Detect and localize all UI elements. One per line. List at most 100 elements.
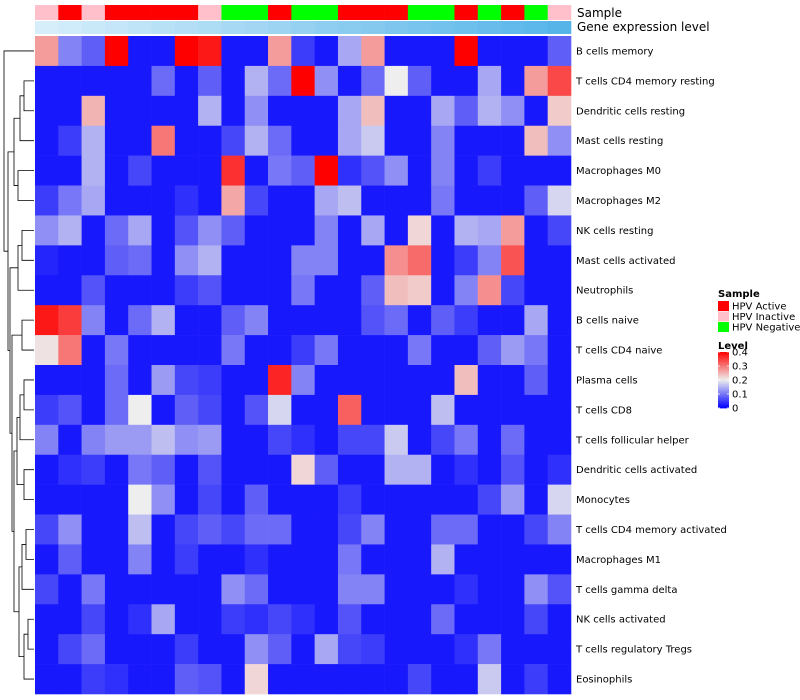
heatmap-cell — [174, 574, 199, 605]
heatmap-cell — [198, 634, 222, 665]
heatmap-cell — [268, 125, 292, 156]
heatmap-cell — [547, 215, 572, 246]
expression-annotation-cell — [128, 21, 152, 34]
heatmap-cell — [431, 424, 455, 456]
heatmap-cell — [431, 365, 455, 396]
expression-annotation-cell — [314, 21, 339, 34]
heatmap-cell — [431, 514, 455, 545]
heatmap-cell — [104, 155, 129, 186]
expression-annotation-cell — [407, 21, 432, 34]
heatmap-cell — [128, 36, 152, 67]
heatmap-cell — [244, 574, 269, 605]
heatmap-cell — [104, 514, 129, 545]
heatmap-cell — [454, 215, 479, 246]
heatmap-cell — [501, 65, 525, 97]
heatmap-cell — [547, 245, 572, 276]
expression-annotation-cell — [35, 21, 59, 34]
heatmap-cell — [454, 365, 479, 396]
heatmap-cell — [35, 245, 59, 276]
heatmap-cell — [454, 95, 479, 127]
heatmap-cell — [35, 155, 59, 186]
heatmap-cell — [221, 155, 246, 186]
legend-level-gradient-step — [718, 398, 729, 400]
heatmap-cell — [431, 275, 455, 306]
dendrogram-link — [16, 416, 24, 486]
heatmap-cell — [151, 335, 176, 366]
heatmap-cell — [128, 275, 152, 306]
heatmap-cell — [407, 245, 432, 276]
heatmap-cell — [477, 634, 502, 665]
heatmap-cell — [361, 36, 385, 67]
heatmap-cell — [431, 335, 455, 366]
legend-level-tick-label: 0.4 — [732, 348, 748, 359]
heatmap-cell — [128, 664, 152, 695]
heatmap-cell — [337, 664, 362, 695]
heatmap-cell — [524, 95, 548, 127]
legend-level-gradient-step — [718, 395, 729, 398]
heatmap-cell — [244, 275, 269, 306]
heatmap-cell — [501, 544, 525, 575]
heatmap-cell — [58, 155, 82, 186]
heatmap-cell — [454, 634, 479, 665]
heatmap-cell — [454, 245, 479, 276]
heatmap-cell — [314, 215, 339, 246]
heatmap-cell — [151, 95, 176, 127]
heatmap-cell — [337, 424, 362, 456]
heatmap-cell — [244, 185, 269, 216]
heatmap-cell — [337, 305, 362, 336]
dendrogram-link — [23, 469, 34, 500]
heatmap-cell — [244, 604, 269, 635]
sample-annotation-cell — [35, 5, 59, 20]
heatmap-cell — [501, 484, 525, 515]
heatmap-cell — [244, 514, 269, 545]
heatmap-cell — [501, 604, 525, 635]
heatmap-cell — [384, 36, 409, 67]
heatmap-cell — [104, 664, 129, 695]
heatmap-cell — [198, 394, 222, 426]
heatmap-cell — [314, 305, 339, 336]
heatmap-cell — [58, 245, 82, 276]
row-label: Mast cells activated — [576, 256, 675, 267]
heatmap-cell — [314, 245, 339, 276]
heatmap-cell — [524, 604, 548, 635]
heatmap-cell — [268, 604, 292, 635]
heatmap-cell — [407, 604, 432, 635]
heatmap-cell — [291, 215, 315, 246]
row-label: Macrophages M1 — [576, 555, 661, 566]
heatmap-cell — [337, 36, 362, 67]
heatmap-cell — [547, 394, 572, 426]
heatmap-cell — [361, 95, 385, 127]
heatmap-cell — [524, 634, 548, 665]
heatmap-cell — [291, 604, 315, 635]
heatmap-cell — [477, 36, 502, 67]
heatmap-cell — [547, 664, 572, 695]
heatmap-cell — [35, 604, 59, 635]
heatmap-cell — [81, 634, 106, 665]
heatmap-cell — [407, 574, 432, 605]
heatmap-cell — [35, 185, 59, 216]
heatmap-cell — [314, 335, 339, 366]
expression-annotation-cell — [454, 21, 479, 34]
heatmap-cell — [291, 335, 315, 366]
heatmap-cell — [35, 454, 59, 485]
heatmap-cell — [244, 634, 269, 665]
heatmap-cell — [407, 65, 432, 97]
heatmap-cell — [268, 544, 292, 575]
sample-annotation-cell — [151, 5, 176, 20]
heatmap-cell — [58, 424, 82, 456]
heatmap-cell — [524, 664, 548, 695]
heatmap-cell — [35, 125, 59, 156]
heatmap-cell — [35, 424, 59, 456]
heatmap-cell — [291, 394, 315, 426]
sample-annotation-cell — [244, 5, 269, 20]
heatmap-cell — [58, 484, 82, 515]
legend-level-gradient-step — [718, 371, 729, 374]
heatmap-cell — [501, 125, 525, 156]
heatmap-cell — [81, 484, 106, 515]
heatmap-cell — [291, 275, 315, 306]
heatmap-cell — [524, 365, 548, 396]
row-label: T cells CD4 memory activated — [575, 525, 727, 536]
heatmap-cell — [268, 484, 292, 515]
